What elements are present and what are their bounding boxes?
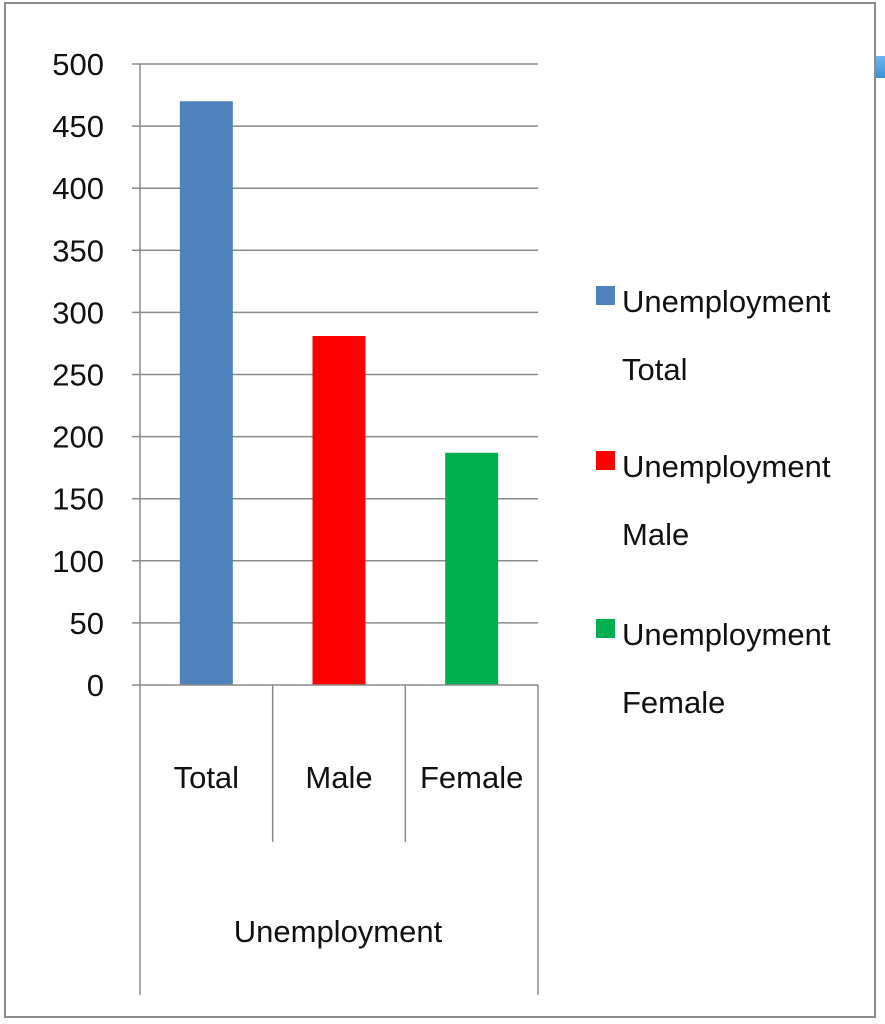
category-label-total: Total [174, 760, 239, 795]
bar-male [312, 335, 366, 685]
axes [139, 64, 539, 995]
legend-label: Female [622, 685, 725, 720]
legend-label: Unemployment [622, 449, 831, 484]
legend-swatch [596, 619, 615, 638]
chart-frame [4, 2, 876, 1018]
legend-label: Male [622, 517, 689, 552]
y-tick-label: 250 [52, 358, 104, 393]
legend-label: Unemployment [622, 284, 831, 319]
y-tick-label: 100 [52, 544, 104, 579]
corner-accent [876, 56, 885, 78]
bar-total [179, 101, 233, 685]
y-tick-label: 400 [52, 171, 104, 206]
bar-female [445, 452, 499, 685]
category-axis: Unemployment Total Male Female [174, 760, 524, 949]
legend-label: Unemployment [622, 617, 831, 652]
y-tick-label: 300 [52, 295, 104, 330]
y-tick-label: 200 [52, 420, 104, 455]
legend: Unemployment Total Unemployment Male Unemplo… [596, 284, 831, 720]
y-tick-label: 150 [52, 482, 104, 517]
group-label: Unemployment [234, 914, 443, 949]
category-label-male: Male [305, 760, 372, 795]
y-tick-label: 0 [87, 668, 104, 703]
category-label-female: Female [420, 760, 523, 795]
y-axis-ticks: 0 50 100 150 200 250 300 350 400 450 500 [52, 47, 104, 703]
bars [179, 101, 499, 685]
legend-swatch [596, 451, 615, 470]
legend-label: Total [622, 352, 687, 387]
y-tick-label: 350 [52, 233, 104, 268]
y-tick-label: 450 [52, 109, 104, 144]
legend-swatch [596, 286, 615, 305]
y-tick-label: 500 [52, 47, 104, 82]
y-tick-label: 50 [70, 606, 104, 641]
